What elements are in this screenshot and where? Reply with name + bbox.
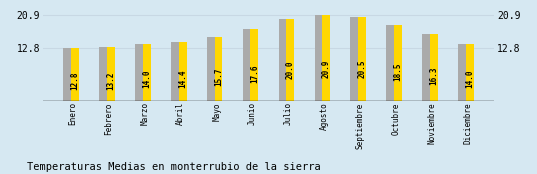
Bar — [394, 25, 402, 101]
Bar — [422, 34, 432, 101]
Text: 20.5: 20.5 — [358, 60, 366, 78]
Bar — [466, 44, 474, 101]
Bar — [63, 48, 74, 101]
Bar — [107, 47, 115, 101]
Bar — [358, 17, 366, 101]
Bar — [286, 19, 294, 101]
Bar — [315, 15, 325, 101]
Text: 18.5: 18.5 — [393, 63, 402, 81]
Text: 14.0: 14.0 — [142, 70, 151, 88]
Bar — [458, 44, 468, 101]
Bar — [279, 19, 289, 101]
Text: 17.6: 17.6 — [250, 64, 259, 83]
Bar — [207, 37, 217, 101]
Bar — [171, 42, 181, 101]
Bar — [430, 34, 438, 101]
Bar — [135, 44, 146, 101]
Bar — [386, 25, 396, 101]
Text: 15.7: 15.7 — [214, 67, 223, 86]
Bar — [351, 17, 360, 101]
Bar — [250, 29, 258, 101]
Bar — [322, 15, 330, 101]
Text: 14.0: 14.0 — [465, 70, 474, 88]
Bar — [243, 29, 253, 101]
Text: 16.3: 16.3 — [429, 66, 438, 85]
Bar — [71, 48, 79, 101]
Bar — [99, 47, 110, 101]
Bar — [143, 44, 151, 101]
Text: 20.0: 20.0 — [286, 61, 295, 79]
Bar — [179, 42, 186, 101]
Text: Temperaturas Medias en monterrubio de la sierra: Temperaturas Medias en monterrubio de la… — [27, 162, 321, 172]
Text: 13.2: 13.2 — [106, 71, 115, 90]
Bar — [214, 37, 222, 101]
Text: 12.8: 12.8 — [70, 72, 79, 90]
Text: 20.9: 20.9 — [322, 59, 331, 78]
Text: 14.4: 14.4 — [178, 69, 187, 88]
